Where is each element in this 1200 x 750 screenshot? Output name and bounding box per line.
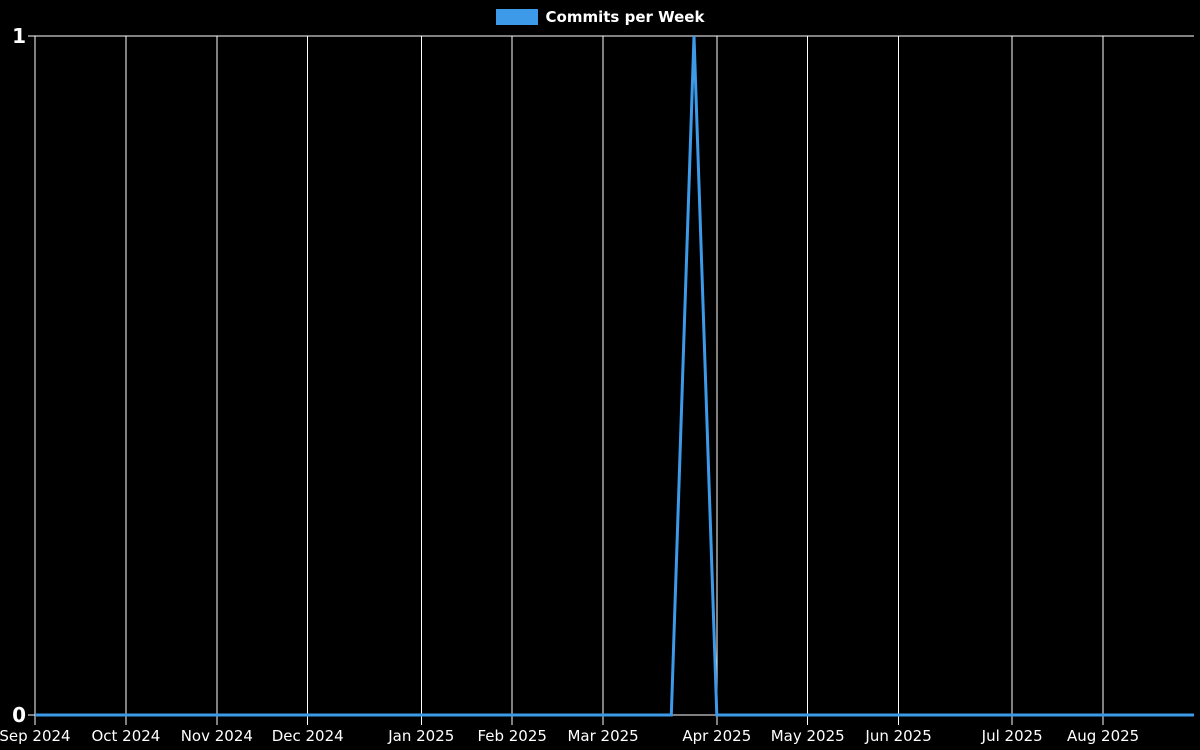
x-tick-label-jan-2025: Jan 2025 xyxy=(387,727,454,745)
x-tick-label-aug-2025: Aug 2025 xyxy=(1067,727,1139,745)
legend-item-commits-per-week[interactable]: Commits per Week xyxy=(495,8,705,26)
legend-label: Commits per Week xyxy=(545,8,705,26)
legend-swatch-icon xyxy=(495,9,538,25)
x-tick-label-nov-2024: Nov 2024 xyxy=(181,727,253,745)
x-tick-label-apr-2025: Apr 2025 xyxy=(682,727,751,745)
x-tick-label-sep-2024: Sep 2024 xyxy=(0,727,71,745)
commits-line xyxy=(35,35,1194,717)
chart-legend: Commits per Week xyxy=(0,8,1200,26)
x-tick-label-oct-2024: Oct 2024 xyxy=(91,727,160,745)
x-tick-label-dec-2024: Dec 2024 xyxy=(272,727,344,745)
x-tick-label-mar-2025: Mar 2025 xyxy=(567,727,638,745)
x-tick-label-jun-2025: Jun 2025 xyxy=(864,727,931,745)
y-tick-label-0: 0 xyxy=(12,703,26,727)
y-tick-label-1: 1 xyxy=(12,24,26,48)
x-tick-label-may-2025: May 2025 xyxy=(771,727,845,745)
x-tick-label-feb-2025: Feb 2025 xyxy=(477,727,547,745)
x-tick-label-jul-2025: Jul 2025 xyxy=(981,727,1043,745)
